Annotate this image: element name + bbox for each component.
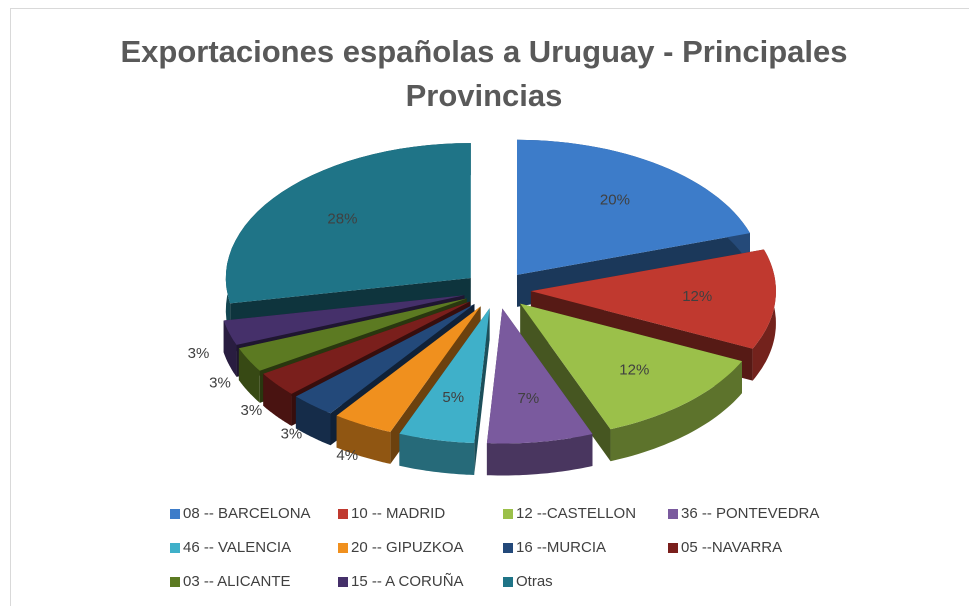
legend-swatch [668,543,678,553]
data-label: 12% [682,288,712,305]
legend-label: 15 -- A CORUÑA [351,573,464,590]
legend-label: 16 --MURCIA [516,539,606,556]
legend-label: 36 -- PONTEVEDRA [681,505,819,522]
legend-swatch [668,509,678,519]
data-label: 3% [188,345,210,362]
data-label: 3% [281,425,303,442]
legend-label: 05 --NAVARRA [681,539,782,556]
legend-swatch [503,577,513,587]
slice [520,303,742,462]
legend-label: 46 -- VALENCIA [183,539,291,556]
slice-wall [223,320,237,377]
slice-top [223,295,465,345]
slice [486,308,593,476]
legend-label: Otras [516,573,553,590]
legend-swatch [170,543,180,553]
data-label: 3% [241,402,263,419]
legend-label: 10 -- MADRID [351,505,445,522]
data-label: 7% [518,390,540,407]
slice-top [520,303,742,430]
legend-swatch [170,577,180,587]
chart-frame [10,8,969,606]
legend-swatch [338,577,348,587]
slice-side [474,308,490,476]
slice-wall [486,434,593,476]
slice-wall [399,433,475,475]
data-label: 28% [327,211,357,228]
slice-top [399,308,490,443]
legend-swatch [503,509,513,519]
data-label: 4% [336,447,358,464]
slice-top [486,308,593,444]
slice-wall [238,348,260,403]
chart-title: Exportaciones españolas a Uruguay - Prin… [120,34,848,113]
data-label: 20% [600,192,630,209]
legend-swatch [503,543,513,553]
slice-side [520,303,611,462]
legend-swatch [338,509,348,519]
slice-top [530,249,776,349]
data-label: 3% [209,375,231,392]
slice-top [263,301,471,394]
data-label: 5% [442,389,464,406]
slice-top [225,143,471,304]
data-label: 12% [619,362,649,379]
slice-side [238,298,467,381]
legend-swatch [170,509,180,519]
legend-label: 12 --CASTELLON [516,505,636,522]
slice-wall [295,396,331,446]
legend-label: 20 -- GIPUZKOA [351,539,464,556]
slice-wall [336,415,391,464]
legend-label: 08 -- BARCELONA [183,505,311,522]
slice-top [516,139,750,275]
slice-wall [263,373,292,426]
legend-label: 03 -- ALICANTE [183,573,291,590]
slice-wall [610,361,742,462]
legend-swatch [338,543,348,553]
slice-side [223,295,465,353]
slice [399,308,490,476]
slice-top [295,304,475,414]
slice-top [336,306,481,432]
slice-top [238,298,467,371]
